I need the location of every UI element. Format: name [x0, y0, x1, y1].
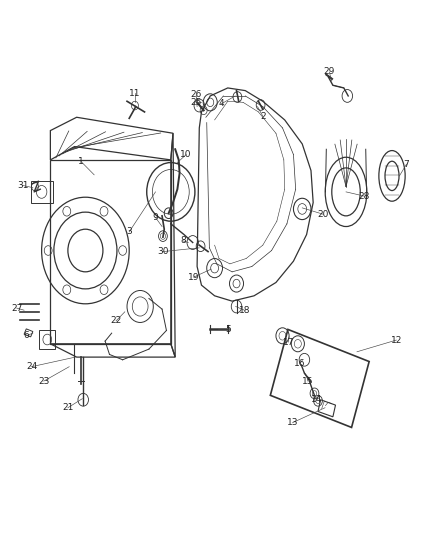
Text: 23: 23 — [38, 377, 49, 385]
Text: 10: 10 — [180, 150, 192, 159]
Text: 9: 9 — [152, 213, 159, 222]
Text: 13: 13 — [287, 418, 298, 427]
Text: 6: 6 — [23, 332, 29, 340]
Text: 30: 30 — [157, 247, 169, 256]
Text: 29: 29 — [324, 68, 335, 76]
Text: 4: 4 — [219, 100, 224, 108]
Text: 12: 12 — [391, 336, 402, 344]
Text: 21: 21 — [62, 403, 74, 412]
Text: 14: 14 — [311, 395, 323, 404]
Text: 2: 2 — [260, 112, 265, 120]
Text: 27: 27 — [11, 304, 22, 312]
Text: 7: 7 — [403, 160, 410, 168]
Text: 3: 3 — [126, 228, 132, 236]
Text: 8: 8 — [180, 237, 186, 245]
Text: 17: 17 — [283, 338, 294, 346]
Text: 28: 28 — [359, 192, 370, 200]
Text: 5: 5 — [225, 325, 231, 334]
Text: 19: 19 — [188, 273, 199, 281]
Text: 1: 1 — [78, 157, 84, 166]
Text: 20: 20 — [318, 210, 329, 219]
Text: 31: 31 — [17, 181, 28, 190]
Text: 15: 15 — [302, 377, 314, 385]
Text: 24: 24 — [26, 362, 37, 371]
Text: 11: 11 — [129, 89, 141, 98]
Text: 18: 18 — [239, 306, 250, 314]
Text: 25: 25 — [191, 98, 202, 107]
Text: 22: 22 — [110, 317, 122, 325]
Text: 26: 26 — [191, 91, 202, 99]
Text: 16: 16 — [294, 359, 306, 368]
